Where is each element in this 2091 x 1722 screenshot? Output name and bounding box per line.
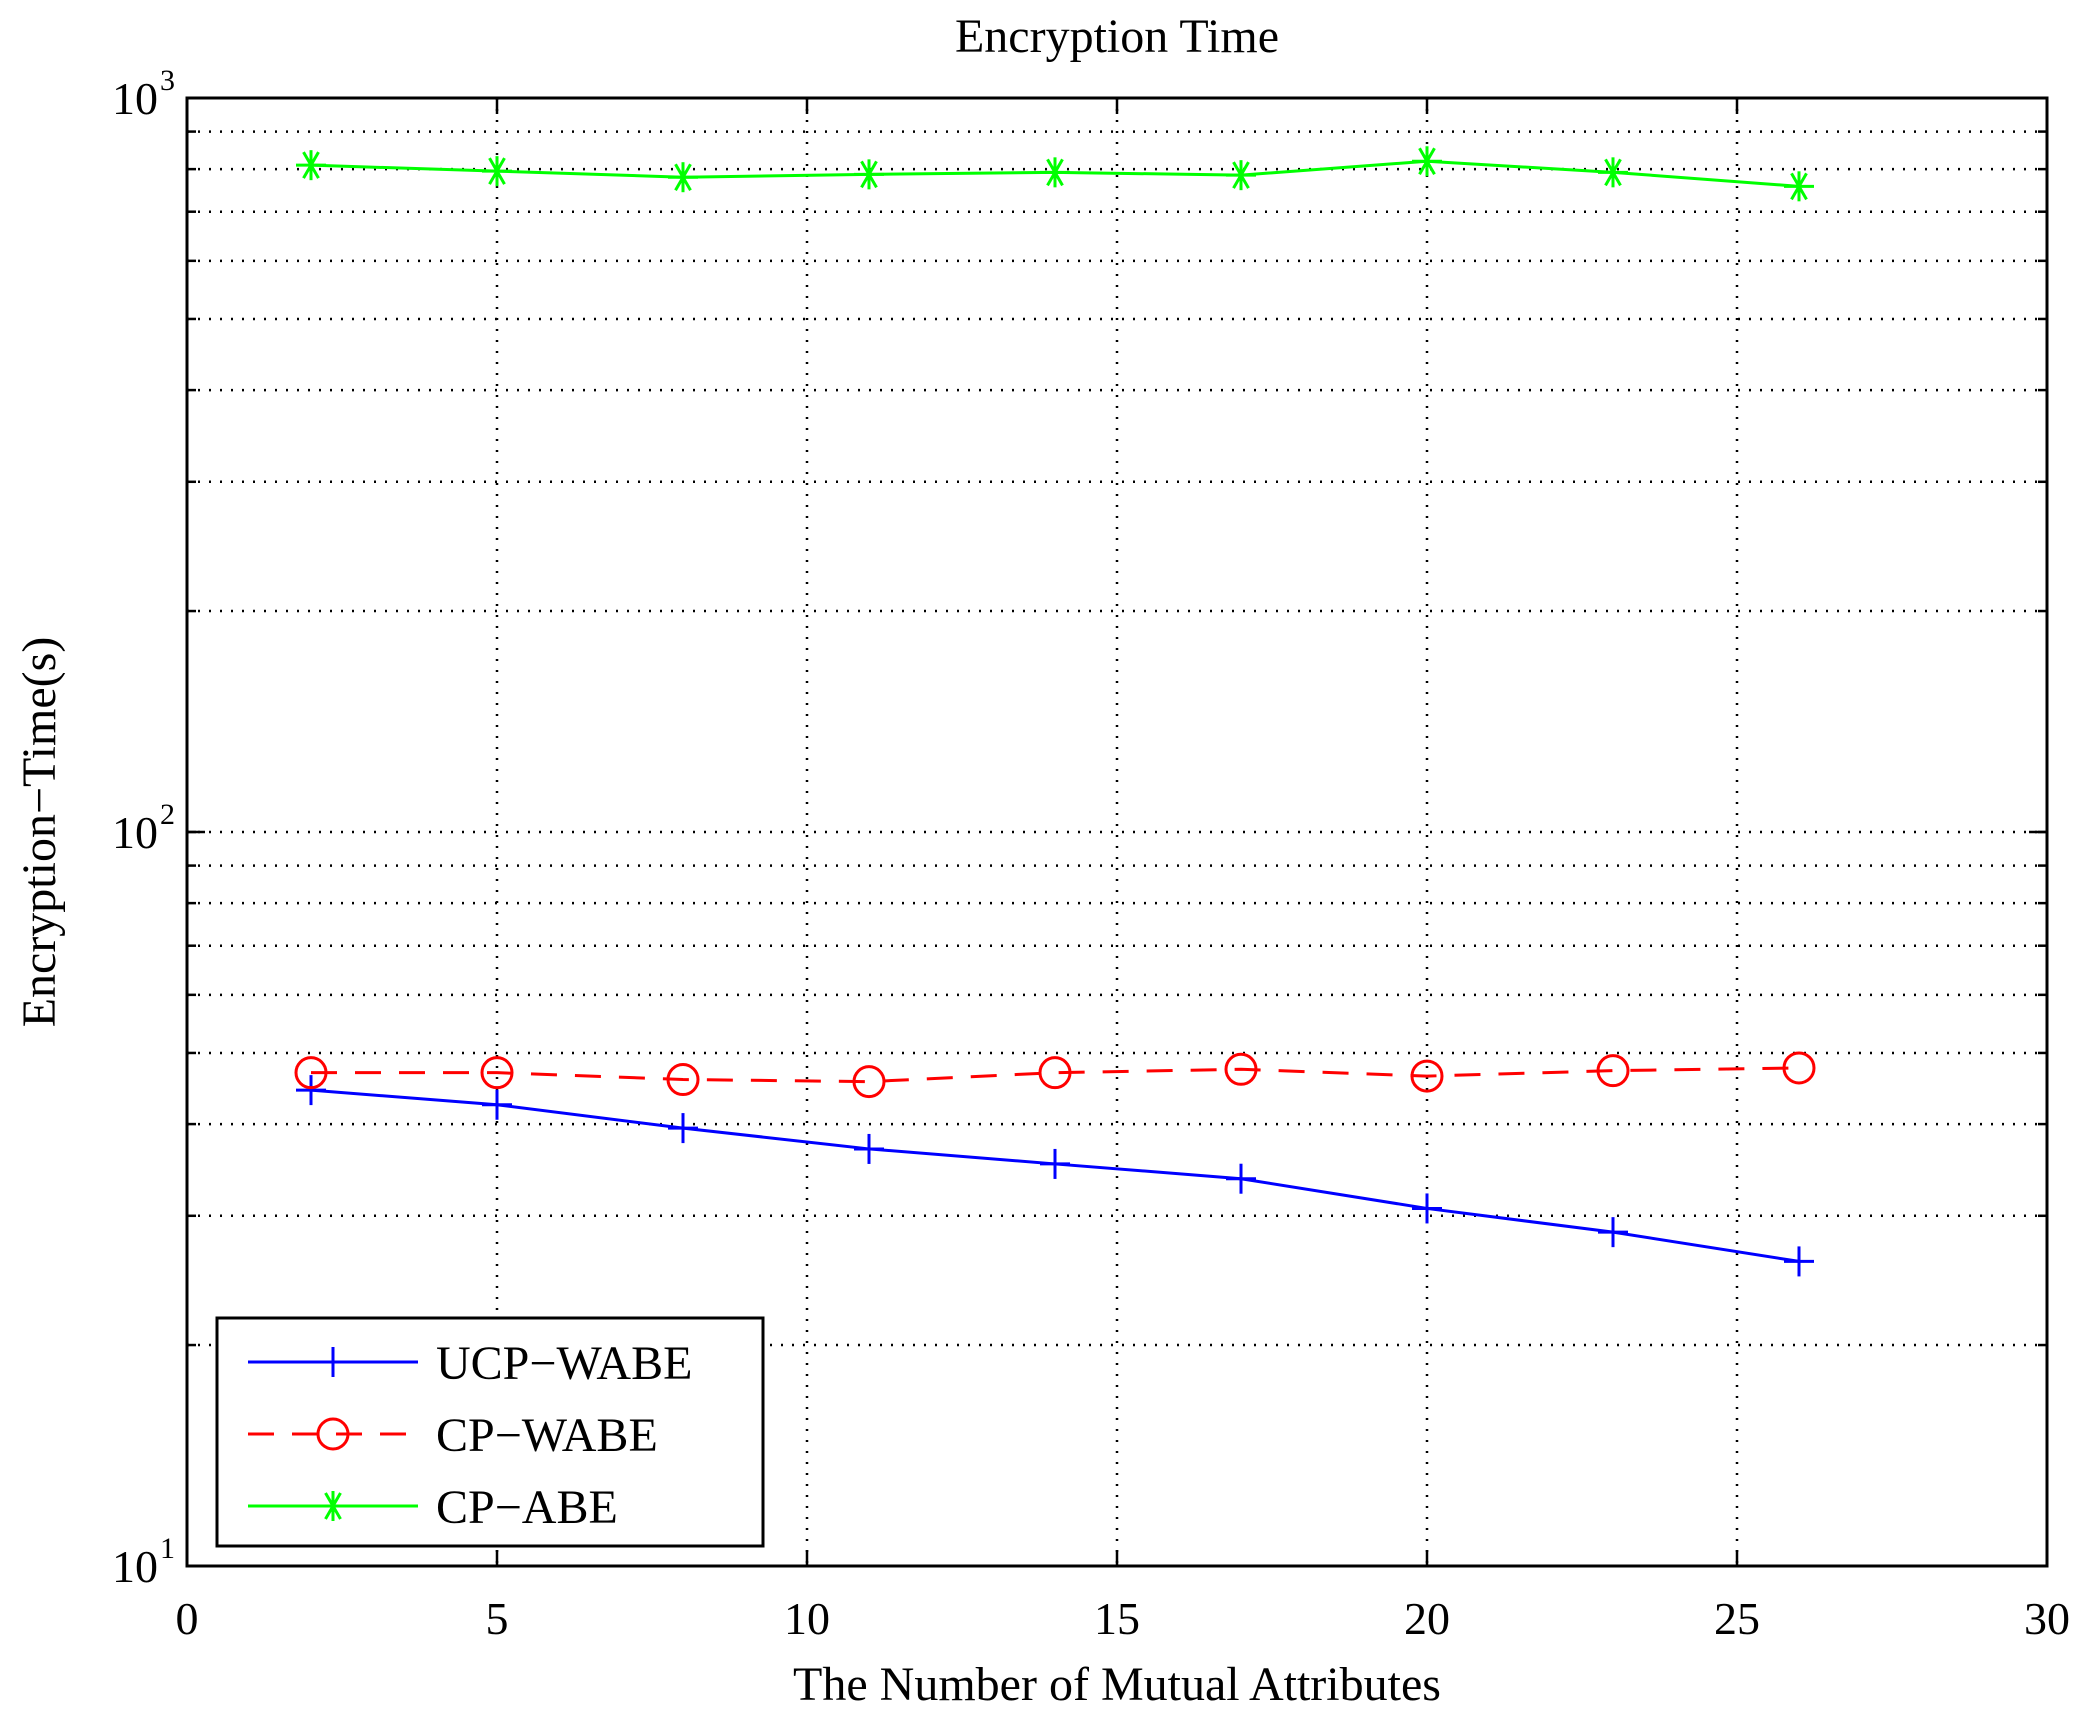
asterisk-marker — [1412, 146, 1442, 177]
legend: UCP−WABE CP−WABE CP−ABE — [215, 1316, 765, 1548]
circle-marker-ring — [1224, 1052, 1258, 1086]
legend-entry: CP−ABE — [248, 1481, 618, 1534]
plus-marker — [1040, 1148, 1070, 1179]
series-layer — [294, 146, 1816, 1277]
circle-marker — [1038, 1056, 1072, 1090]
y-tick-exponent: 2 — [160, 798, 175, 831]
circle-marker — [316, 1417, 350, 1451]
circle-marker-ring — [294, 1056, 328, 1090]
circle-marker-ring — [1410, 1059, 1444, 1093]
x-tick-label: 30 — [2024, 1593, 2070, 1644]
circle-marker — [294, 1056, 328, 1090]
series-ucp-wabe — [296, 1075, 1814, 1277]
circle-marker — [1782, 1051, 1816, 1085]
circle-marker-ring — [1038, 1056, 1072, 1090]
x-tick-label: 10 — [784, 1593, 830, 1644]
asterisk-marker — [1784, 171, 1814, 202]
plus-marker — [482, 1089, 512, 1120]
legend-label: CP−ABE — [436, 1481, 618, 1534]
legend-label: CP−WABE — [436, 1409, 658, 1462]
circle-marker-ring — [666, 1063, 700, 1097]
legend-label: UCP−WABE — [436, 1337, 692, 1390]
x-tick-label: 15 — [1094, 1593, 1140, 1644]
circle-marker — [480, 1056, 514, 1090]
series-line — [311, 1066, 1800, 1084]
y-tick-exponent: 1 — [160, 1532, 175, 1565]
plus-marker — [1226, 1163, 1256, 1194]
x-tick-label: 25 — [1714, 1593, 1760, 1644]
asterisk-marker — [854, 159, 884, 190]
asterisk-marker — [1226, 160, 1256, 191]
circle-marker-ring — [316, 1417, 350, 1451]
chart-title: Encryption Time — [955, 10, 1279, 63]
x-tick-label: 20 — [1404, 1593, 1450, 1644]
plus-marker — [296, 1075, 326, 1106]
circle-marker-ring — [1596, 1054, 1630, 1088]
circle-marker-ring — [852, 1065, 886, 1099]
plus-marker — [1412, 1193, 1442, 1224]
plus-marker — [1598, 1217, 1628, 1248]
y-tick-label: 10 — [112, 1541, 158, 1592]
y-axis-label: Encryption−Time(s) — [13, 637, 66, 1028]
asterisk-marker — [482, 156, 512, 187]
y-tick-label: 10 — [112, 73, 158, 124]
circle-marker — [852, 1065, 886, 1099]
circle-marker — [1224, 1052, 1258, 1086]
asterisk-marker — [668, 162, 698, 193]
plus-marker — [854, 1133, 884, 1164]
legend-box — [215, 1316, 765, 1548]
plus-marker — [318, 1347, 348, 1377]
plus-marker — [668, 1113, 698, 1144]
x-tick-label: 0 — [176, 1593, 199, 1644]
circle-marker — [1410, 1059, 1444, 1093]
x-tick-label: 5 — [486, 1593, 509, 1644]
circle-marker-ring — [1782, 1051, 1816, 1085]
legend-entry: CP−WABE — [248, 1409, 658, 1462]
asterisk-marker — [318, 1491, 348, 1521]
circle-marker — [1596, 1054, 1630, 1088]
asterisk-marker — [296, 150, 326, 181]
legend-entry: UCP−WABE — [248, 1337, 692, 1390]
y-tick-label: 10 — [112, 807, 158, 858]
circle-marker — [666, 1063, 700, 1097]
y-tick-exponent: 3 — [160, 64, 175, 97]
circle-marker-ring — [480, 1056, 514, 1090]
asterisk-marker — [1040, 157, 1070, 188]
x-axis-label: The Number of Mutual Attributes — [793, 1658, 1441, 1711]
plus-marker — [1784, 1246, 1814, 1277]
asterisk-marker — [1598, 157, 1628, 188]
series-cp-abe — [296, 146, 1814, 202]
series-cp-wabe — [294, 1051, 1816, 1099]
